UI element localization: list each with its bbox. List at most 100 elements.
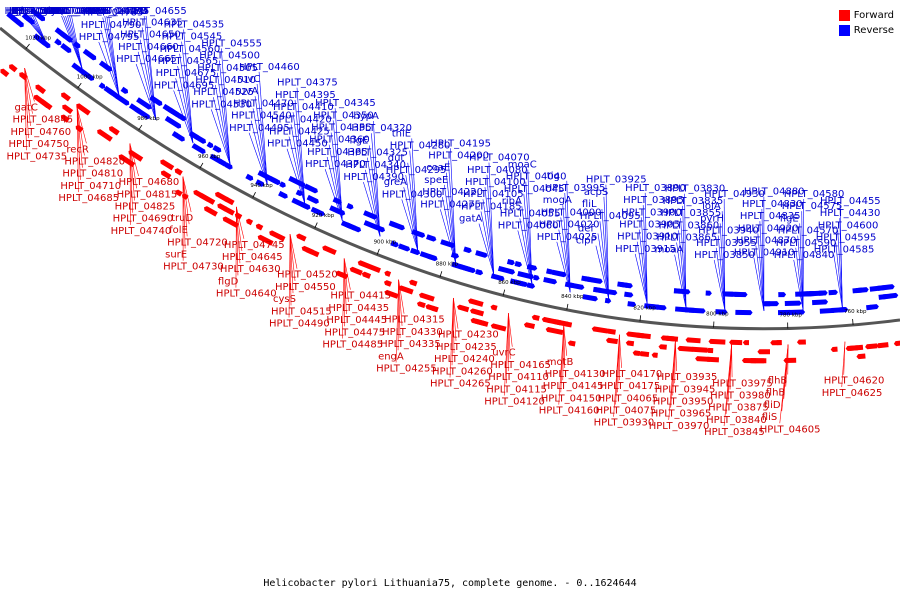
reverse-gene-label[interactable]: HPLT_04875 [46, 6, 107, 17]
reverse-gene-label[interactable]: HPLT_03995 [545, 183, 606, 194]
forward-gene-label[interactable]: HPLT_04110 [488, 372, 549, 383]
forward-gene-label[interactable]: HPLT_04720 [167, 237, 228, 248]
reverse-gene-label[interactable]: HPLT_04055 [500, 208, 561, 219]
forward-gene-label[interactable]: HPLT_04165 [490, 360, 551, 371]
forward-gene-label[interactable]: HPLT_04690 [113, 214, 174, 225]
reverse-gene-label[interactable]: HPLT_04000 [541, 207, 602, 218]
forward-gene-label[interactable]: HPLT_04330 [382, 327, 443, 338]
reverse-gene-label[interactable]: HPLT_04070 [469, 153, 530, 164]
reverse-gene-label[interactable]: HPLT_04460 [239, 62, 300, 73]
forward-gene-label[interactable]: HPLT_03950 [653, 396, 714, 407]
reverse-gene-label[interactable]: glyQ [42, 6, 65, 17]
reverse-gene-label[interactable]: HPLT_04220 [422, 187, 483, 198]
forward-gene-label[interactable]: HPLT_03970 [649, 421, 710, 432]
forward-gene-label[interactable]: HPLT_04750 [8, 139, 69, 150]
reverse-gene-label[interactable]: HPLT_04355 [311, 123, 372, 134]
reverse-gene-label[interactable]: lolA [702, 201, 721, 212]
reverse-gene-label[interactable]: HPLT_04960 [8, 6, 69, 17]
reverse-gene-label[interactable]: speE [424, 175, 448, 186]
reverse-gene-label[interactable]: HPLT_04045 [504, 184, 565, 195]
reverse-gene-label[interactable]: HPLT_03940 [698, 226, 759, 237]
forward-gene-label[interactable]: HPLT_04130 [545, 369, 606, 380]
reverse-gene-label[interactable]: HPLT_04095 [580, 211, 641, 222]
reverse-gene-label[interactable]: flgE [780, 213, 799, 224]
forward-gene-label[interactable]: HPLT_04260 [432, 366, 493, 377]
reverse-gene-label[interactable]: HPLT_04535 [164, 19, 225, 30]
reverse-gene-label[interactable]: HPLT_04495 [229, 123, 290, 134]
reverse-gene-label[interactable]: HPLT_04340 [345, 160, 406, 171]
reverse-gene-label[interactable]: ribA [502, 196, 522, 207]
reverse-gene-label[interactable]: HPLT_04855 [48, 6, 109, 17]
reverse-gene-label[interactable]: HPLT_04635 [122, 17, 183, 28]
reverse-gene-label[interactable]: HPLT_04980 [6, 6, 67, 17]
reverse-gene-label[interactable]: HPLT_04870 [736, 236, 797, 247]
reverse-gene-label[interactable]: HPLT_04280 [390, 141, 451, 152]
reverse-gene-label[interactable]: HPLT_04510 [195, 75, 256, 86]
forward-gene-label[interactable]: HPLT_04745 [224, 240, 285, 251]
forward-gene-label[interactable]: HPLT_03975 [712, 378, 773, 389]
forward-gene-label[interactable]: HPLT_04415 [330, 291, 391, 302]
forward-gene-label[interactable]: HPLT_04680 [119, 177, 180, 188]
reverse-gene-label[interactable]: HPLT_04575 [782, 201, 843, 212]
forward-gene-label[interactable]: HPLT_03945 [655, 384, 716, 395]
reverse-gene-label[interactable]: HPLT_04545 [162, 32, 223, 43]
reverse-gene-label[interactable]: HPLT_04560 [160, 44, 221, 55]
reverse-gene-label[interactable]: moaC [508, 159, 537, 170]
forward-gene-label[interactable]: HPLT_04065 [598, 393, 659, 404]
reverse-gene-label[interactable]: HPLT_04185 [461, 201, 522, 212]
reverse-gene-label[interactable]: carB [124, 6, 147, 17]
reverse-gene-label[interactable]: HPLT_04195 [430, 138, 491, 149]
forward-gene-label[interactable]: HPLT_04845 [12, 115, 73, 126]
reverse-gene-label[interactable]: HPLT_04020 [539, 220, 600, 231]
reverse-gene-label[interactable]: HPLT_04295 [386, 165, 447, 176]
reverse-gene-label[interactable]: coaE [426, 163, 450, 174]
reverse-gene-label[interactable]: HPLT_04420 [271, 114, 332, 125]
forward-gene-label[interactable]: HPLT_04740 [111, 226, 172, 237]
forward-gene-label[interactable]: HPLT_04630 [220, 264, 281, 275]
reverse-gene-label[interactable]: HPLT_04200 [428, 150, 489, 161]
forward-gene-label[interactable]: recR [66, 144, 89, 155]
reverse-gene-label[interactable]: HPLT_04040 [506, 172, 567, 183]
reverse-gene-label[interactable]: HPLT_04585 [814, 245, 875, 256]
reverse-gene-label[interactable]: HPLT_04590 [776, 238, 837, 249]
reverse-gene-label[interactable]: HPLT_03895 [623, 195, 684, 206]
forward-gene-label[interactable]: HPLT_04760 [10, 127, 71, 138]
reverse-gene-label[interactable]: HPLT_04540 [231, 111, 292, 122]
forward-gene-label[interactable]: HPLT_04255 [376, 363, 437, 374]
reverse-gene-label[interactable]: HPLT_03915 [615, 244, 676, 255]
forward-gene-label[interactable]: HPLT_04515 [271, 306, 332, 317]
forward-gene-label[interactable]: HPLT_04445 [326, 315, 387, 326]
forward-gene-label[interactable]: HPLT_04335 [380, 339, 441, 350]
reverse-gene-label[interactable]: HPLT_04410 [273, 102, 334, 113]
reverse-gene-label[interactable]: HPLT_04835 [740, 211, 801, 222]
reverse-gene-label[interactable]: tig [547, 171, 560, 182]
forward-gene-label[interactable]: cysS [273, 294, 296, 305]
reverse-gene-label[interactable]: hypA [353, 111, 379, 122]
forward-gene-label[interactable]: HPLT_04625 [822, 388, 883, 399]
forward-gene-label[interactable]: HPLT_04315 [384, 315, 445, 326]
reverse-gene-label[interactable]: HPLT_05085 [4, 6, 65, 17]
forward-gene-label[interactable]: HPLT_04825 [115, 201, 176, 212]
reverse-gene-label[interactable]: HPLT_04660 [118, 42, 179, 53]
reverse-gene-label[interactable]: HPLT_04350 [313, 110, 374, 121]
reverse-gene-label[interactable]: HPLT_04025 [537, 232, 598, 243]
reverse-gene-label[interactable]: HPLT_03900 [621, 207, 682, 218]
reverse-gene-label[interactable]: HPLT_04450 [267, 139, 328, 150]
reverse-gene-label[interactable]: mogA [543, 195, 572, 206]
reverse-gene-label[interactable]: HPLT_04915 [10, 6, 71, 17]
reverse-gene-label[interactable]: HPLT_04780 [87, 6, 148, 17]
reverse-gene-label[interactable]: HPLT_03905 [619, 220, 680, 231]
forward-gene-label[interactable]: HPLT_04160 [539, 406, 600, 417]
forward-gene-label[interactable]: HPLT_04475 [324, 327, 385, 338]
reverse-gene-label[interactable]: HPLT_04325 [347, 148, 408, 159]
forward-gene-label[interactable]: fliD [764, 400, 781, 411]
reverse-gene-label[interactable]: ruvC [237, 74, 260, 85]
reverse-gene-label[interactable]: HPLT_04675 [156, 68, 217, 79]
forward-gene-label[interactable]: HPLT_04150 [541, 393, 602, 404]
reverse-gene-label[interactable]: fliL [582, 199, 597, 210]
reverse-gene-label[interactable]: HPLT_04930 [704, 189, 765, 200]
forward-gene-label[interactable]: folE [169, 225, 188, 236]
reverse-gene-label[interactable]: HPLT_04565 [158, 56, 219, 67]
reverse-gene-label[interactable]: HPLT_03865 [657, 233, 718, 244]
reverse-gene-label[interactable]: HPLT_04600 [818, 220, 879, 231]
